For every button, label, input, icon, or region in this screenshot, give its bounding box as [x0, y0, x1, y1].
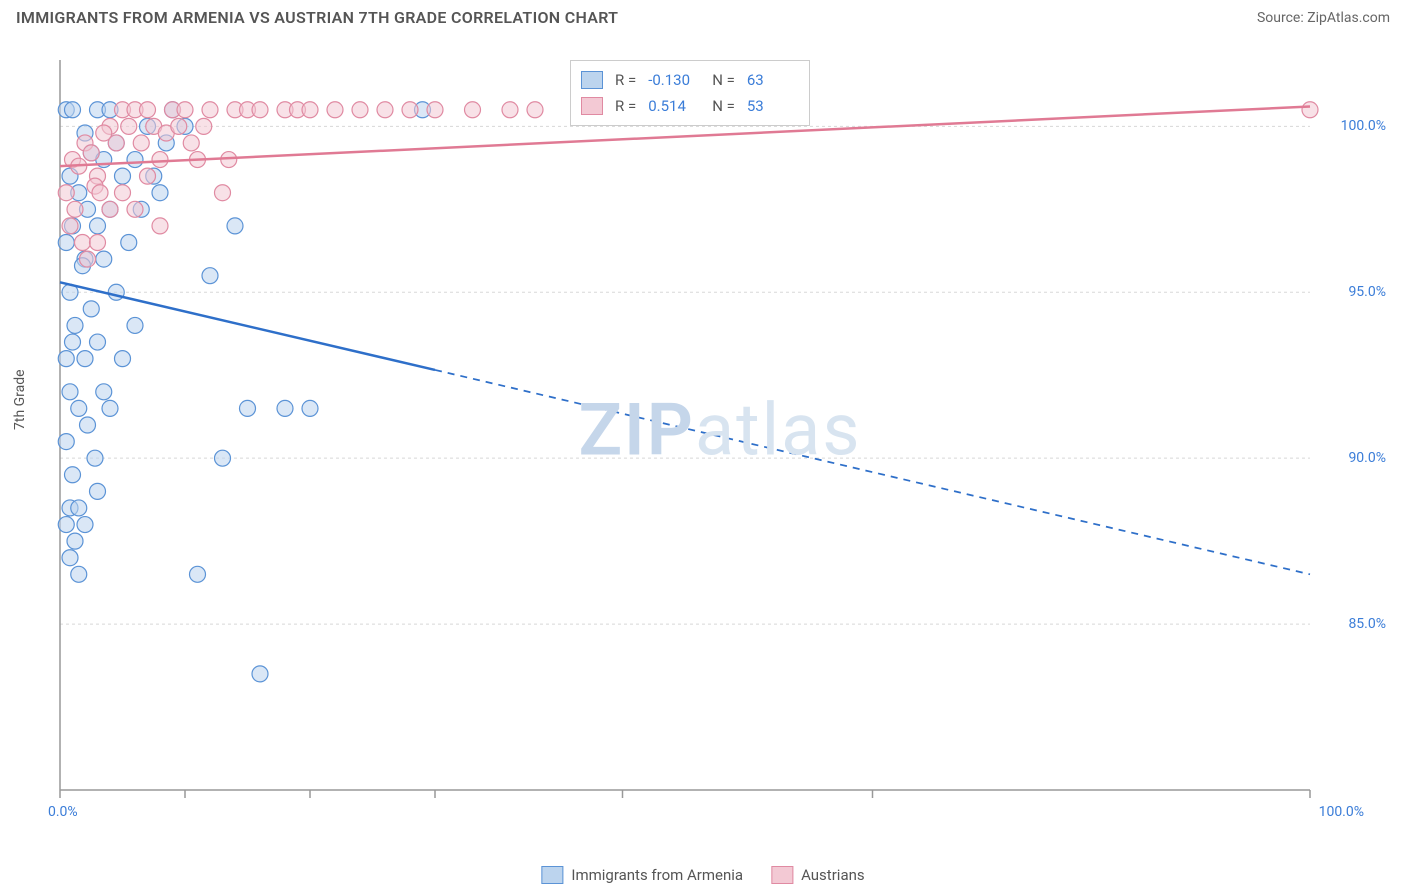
y-tick-label: 90.0%	[1348, 450, 1386, 466]
n-label: N =	[712, 71, 735, 89]
stats-legend-box: R = -0.130 N = 63 R = 0.514 N = 53	[570, 60, 810, 126]
stats-legend-row: R = 0.514 N = 53	[581, 93, 799, 119]
legend-item: Austrians	[771, 866, 865, 884]
r-value: -0.130	[648, 71, 700, 89]
r-label: R =	[615, 71, 636, 89]
r-value: 0.514	[648, 97, 700, 115]
y-axis-label: 7th Grade	[12, 369, 28, 430]
chart-title: IMMIGRANTS FROM ARMENIA VS AUSTRIAN 7TH …	[16, 8, 618, 27]
chart-plot-area: ZIPatlas R =-0.130N =63R =0.514N =53 85.…	[50, 50, 1390, 810]
legend-label: Austrians	[801, 866, 865, 884]
y-tick-label: 100.0%	[1341, 118, 1386, 134]
legend-swatch	[541, 866, 563, 884]
n-value: 53	[747, 97, 799, 115]
x-tick-label: 100.0%	[1319, 804, 1364, 820]
stats-legend-row: R = -0.130 N = 63	[581, 67, 799, 93]
legend-swatch	[581, 71, 603, 89]
source-attribution: Source: ZipAtlas.com	[1257, 10, 1390, 26]
x-tick-label: 0.0%	[48, 804, 78, 820]
series-legend: Immigrants from Armenia Austrians	[541, 866, 864, 884]
legend-swatch	[581, 97, 603, 115]
legend-label: Immigrants from Armenia	[571, 866, 743, 884]
y-tick-label: 85.0%	[1348, 616, 1386, 632]
legend-item: Immigrants from Armenia	[541, 866, 743, 884]
n-label: N =	[712, 97, 735, 115]
legend-swatch	[771, 866, 793, 884]
scatter-chart-svg	[50, 50, 1390, 810]
header: IMMIGRANTS FROM ARMENIA VS AUSTRIAN 7TH …	[0, 0, 1406, 31]
n-value: 63	[747, 71, 799, 89]
y-tick-label: 95.0%	[1348, 284, 1386, 300]
r-label: R =	[615, 97, 636, 115]
